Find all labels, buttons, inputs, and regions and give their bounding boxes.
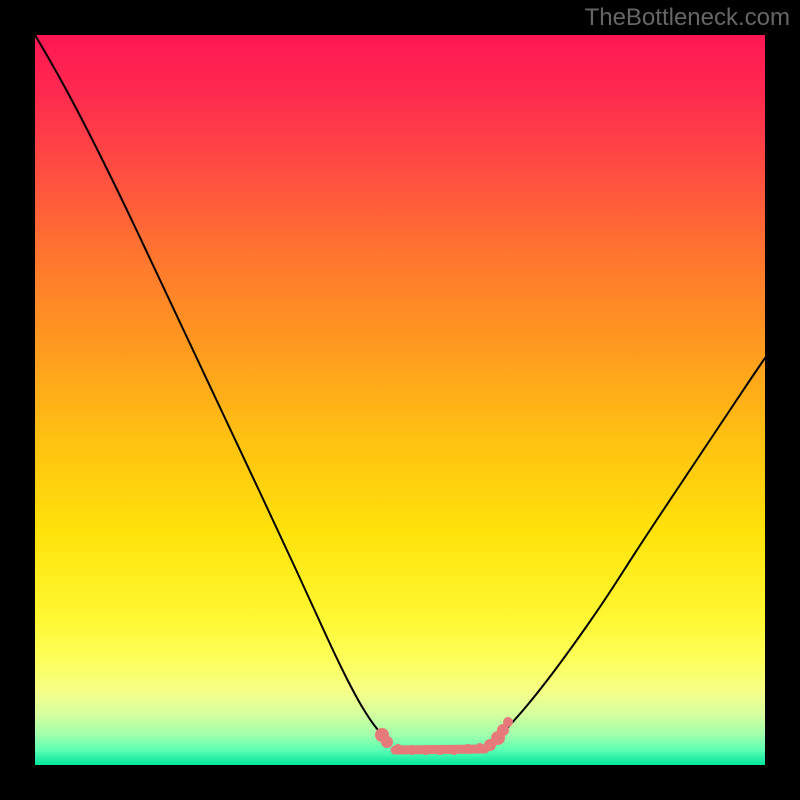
watermark-text: TheBottleneck.com bbox=[585, 4, 790, 32]
chart-svg bbox=[0, 0, 800, 800]
bottleneck-chart: TheBottleneck.com bbox=[0, 0, 800, 800]
